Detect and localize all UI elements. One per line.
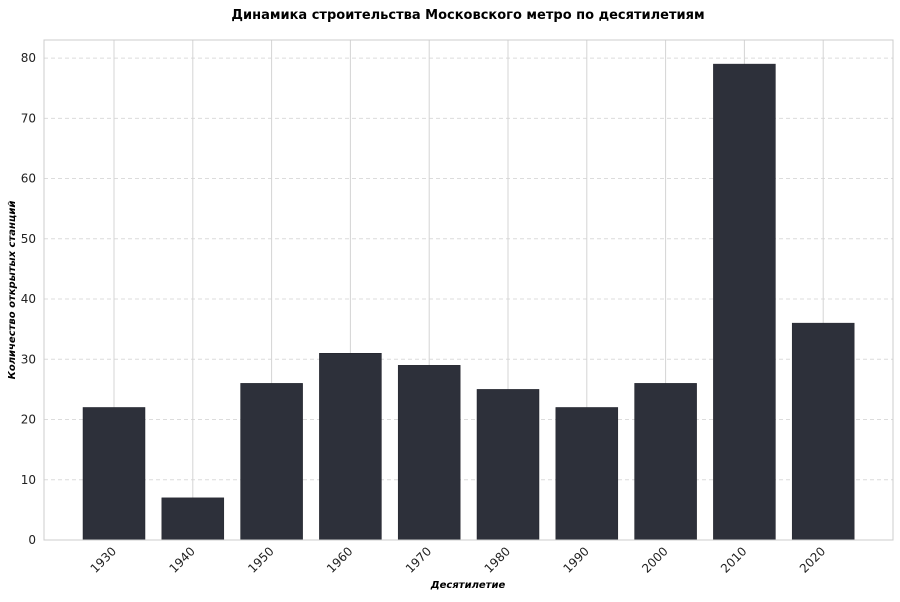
bar-1980 <box>476 389 540 541</box>
y-tick-label: 70 <box>21 111 36 125</box>
bar-1990 <box>555 407 619 541</box>
x-tick-label: 2000 <box>639 544 670 575</box>
x-tick-label: 1940 <box>166 544 197 575</box>
y-tick-label: 20 <box>21 413 36 427</box>
y-tick-label: 0 <box>28 533 36 547</box>
y-tick-label: 30 <box>21 352 36 366</box>
bar-1950 <box>240 383 303 541</box>
x-tick-label: 1970 <box>403 544 434 575</box>
y-tick-label: 10 <box>21 473 36 487</box>
y-tick-label: 80 <box>21 51 36 65</box>
plot-frame <box>43 39 894 541</box>
x-tick-label: 2020 <box>797 544 828 575</box>
x-axis-label: Десятилетие <box>430 580 506 591</box>
x-axis-ticks: 1930 1940 1950 1960 1970 1980 1990 2000 2010 2020 <box>88 544 829 575</box>
x-tick-label: 1990 <box>560 544 591 575</box>
bar-2010 <box>713 63 776 541</box>
x-tick-label: 1930 <box>88 544 119 575</box>
bar-2000 <box>634 383 697 541</box>
y-axis-ticks: 0 10 20 30 40 50 60 70 80 <box>21 51 36 547</box>
bar-2020 <box>791 322 855 541</box>
y-tick-label: 50 <box>21 232 36 246</box>
bar-1930 <box>82 407 146 541</box>
x-tick-label: 1950 <box>245 544 276 575</box>
chart-title: Динамика строительства Московского метро… <box>231 8 704 23</box>
bar-1970 <box>397 365 461 541</box>
y-axis-label: Количество открытых станций <box>7 201 18 380</box>
y-tick-label: 40 <box>21 292 36 306</box>
bar-1960 <box>319 353 382 541</box>
x-tick-label: 2010 <box>718 544 749 575</box>
bar-1940 <box>161 497 225 541</box>
x-tick-label: 1980 <box>482 544 513 575</box>
bars <box>82 63 855 541</box>
x-tick-label: 1960 <box>324 544 355 575</box>
y-tick-label: 60 <box>21 172 36 186</box>
